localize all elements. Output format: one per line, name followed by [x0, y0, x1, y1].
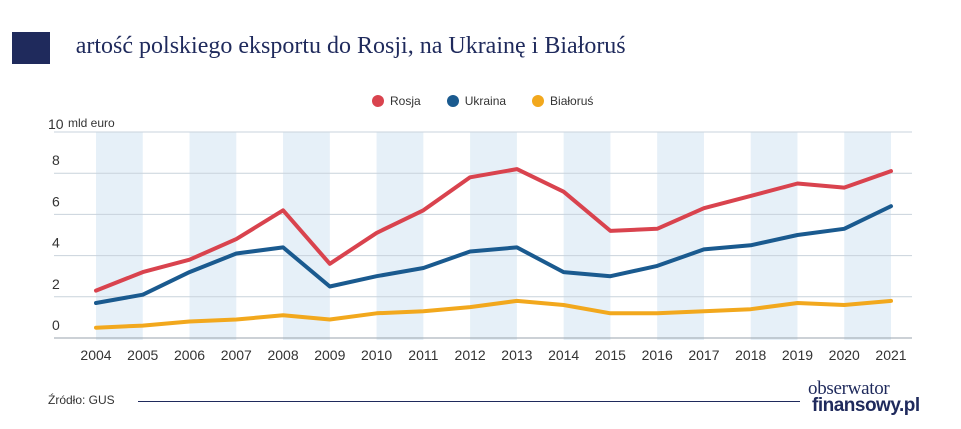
- x-tick-label: 2004: [80, 347, 111, 363]
- x-axis-ticks: 2004 2005 2006 2007 2008 2009 2010 2011 2012 2013…: [80, 347, 906, 363]
- x-tick-label: 2007: [221, 347, 252, 363]
- y-axis-ticks: 0 2 4 6 8 10: [48, 116, 64, 333]
- series-line-ukraina: [94, 204, 893, 305]
- x-tick-label: 2015: [595, 347, 626, 363]
- background-band: [96, 132, 143, 340]
- x-tick-label: 2016: [642, 347, 673, 363]
- y-tick-label: 2: [52, 276, 60, 292]
- background-bands: [96, 132, 891, 340]
- grid-lines: [54, 131, 912, 339]
- footer-divider: [138, 401, 800, 402]
- series-line-rosja: [94, 167, 893, 293]
- x-tick-label: 2009: [314, 347, 345, 363]
- x-tick-label: 2019: [782, 347, 813, 363]
- x-tick-label: 2018: [735, 347, 766, 363]
- x-tick-label: 2010: [361, 347, 392, 363]
- legend-item-ukraina: Ukraina: [446, 94, 507, 108]
- background-band: [657, 132, 704, 340]
- chart-title-text: artość polskiego eksportu do Rosji, na U…: [75, 33, 626, 59]
- x-tick-label: 2013: [501, 347, 532, 363]
- y-tick-label: 6: [52, 193, 60, 209]
- background-band: [376, 132, 424, 340]
- x-tick-label: 2021: [875, 347, 906, 363]
- legend-label-ukraina: Ukraina: [464, 94, 507, 108]
- y-tick-label: 10: [48, 116, 64, 132]
- title-accent-bar: [12, 32, 50, 64]
- series-lines: [94, 167, 893, 330]
- legend-marker-ukraina: [446, 95, 459, 107]
- legend-marker-rosja: [372, 95, 384, 107]
- y-tick-label: 0: [52, 317, 60, 333]
- publisher-logo: obserwator finansowy.pl: [808, 378, 920, 416]
- legend-label-rosja: Rosja: [390, 94, 421, 108]
- legend-marker-bialorus: [532, 95, 545, 107]
- background-band: [470, 132, 517, 340]
- x-tick-label: 2011: [408, 347, 438, 363]
- logo-text-bottom: finansowy.pl: [812, 395, 920, 416]
- x-tick-label: 2017: [688, 347, 719, 363]
- y-tick-label: 4: [52, 235, 60, 251]
- x-tick-label: 2012: [455, 347, 486, 363]
- x-tick-label: 2020: [829, 347, 860, 363]
- x-tick-label: 2006: [174, 347, 205, 363]
- logo-text-top: obserwator: [808, 378, 890, 399]
- source-note: Źródło: GUS: [48, 393, 115, 407]
- title-initial: W: [52, 33, 76, 59]
- legend-item-rosja: Rosja: [372, 94, 421, 108]
- series-line-białoruś: [94, 298, 893, 330]
- y-axis-unit-label: mld euro: [68, 116, 115, 130]
- legend-item-bialorus: Białoruś: [532, 94, 593, 108]
- y-tick-label: 8: [52, 152, 60, 168]
- chart-legend: Rosja Ukraina Białoruś: [372, 94, 593, 108]
- background-band: [189, 132, 237, 340]
- x-tick-label: 2005: [127, 347, 158, 363]
- x-tick-label: 2008: [267, 347, 298, 363]
- background-band: [844, 132, 891, 340]
- legend-label-bialorus: Białoruś: [550, 94, 594, 108]
- x-tick-label: 2014: [548, 347, 579, 363]
